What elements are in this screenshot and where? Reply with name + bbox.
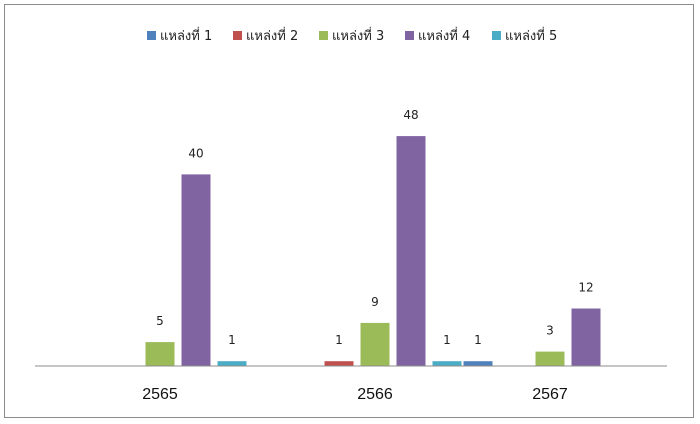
- category-label-2565: 2565: [142, 386, 178, 403]
- bar-2566-series-2: [324, 361, 354, 366]
- legend-swatch-1: [147, 31, 156, 40]
- legend-label-1: แหล่งที่ 1: [160, 27, 212, 44]
- category-labels-group: 2565 2566 2567: [142, 386, 568, 403]
- data-label-2565-series-4: 40: [188, 146, 203, 160]
- legend-swatch-3: [319, 31, 328, 40]
- bar-2567-series-4: [571, 308, 601, 366]
- legend-label-4: แหล่งที่ 4: [418, 27, 470, 44]
- bar-2566-series-3: [360, 322, 390, 366]
- data-label-2567-series-3: 3: [546, 324, 554, 338]
- bar-2566-series-4: [396, 136, 426, 366]
- category-label-2567: 2567: [532, 386, 568, 403]
- bar-2567-series-3: [535, 351, 565, 366]
- legend-label-2: แหล่งที่ 2: [246, 27, 298, 44]
- data-label-2566-series-3: 9: [371, 295, 379, 309]
- data-labels-group: 5 40 1 1 9 48 1 1 3 12: [156, 108, 593, 347]
- bars-group: [145, 136, 601, 366]
- bar-2565-series-4: [181, 174, 211, 366]
- data-label-2566-series-5: 1: [443, 333, 451, 347]
- category-label-2566: 2566: [357, 386, 393, 403]
- bar-2566-series-5: [432, 361, 462, 366]
- legend-swatch-4: [405, 31, 414, 40]
- data-label-2565-series-3: 5: [156, 314, 164, 328]
- data-label-2566-series-2: 1: [335, 333, 343, 347]
- data-label-2566-series-4: 48: [403, 108, 418, 122]
- bar-2565-series-3: [145, 342, 175, 366]
- legend-swatch-5: [492, 31, 501, 40]
- legend-label-5: แหล่งที่ 5: [505, 27, 557, 44]
- data-label-2565-series-5: 1: [228, 333, 236, 347]
- data-label-2567-series-4: 12: [578, 281, 593, 295]
- data-label-2567-series-1: 1: [474, 333, 482, 347]
- legend-swatch-2: [233, 31, 242, 40]
- bar-2565-series-5: [217, 361, 247, 366]
- legend-label-3: แหล่งที่ 3: [332, 27, 384, 44]
- bar-2567-series-1: [463, 361, 493, 366]
- legend: แหล่งที่ 1 แหล่งที่ 2 แหล่งที่ 3 แหล่งที่ 4…: [147, 27, 557, 44]
